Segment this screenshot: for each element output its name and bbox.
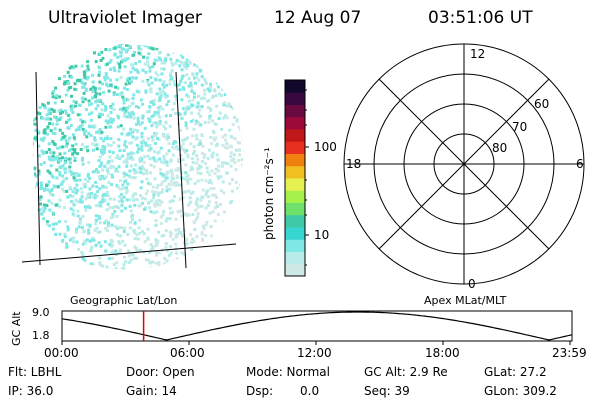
colorbar-segment bbox=[285, 190, 305, 203]
polar-diagonal bbox=[378, 78, 550, 250]
colorbar-segment bbox=[285, 165, 305, 179]
dsp-label: Dsp: bbox=[246, 384, 274, 398]
colorbar-tick-100: 100 bbox=[314, 140, 337, 154]
apex-polar-plot bbox=[343, 43, 585, 285]
glat-info: GLat: 27.2 bbox=[484, 365, 547, 379]
geo-grid-line bbox=[21, 243, 237, 263]
dsp-value: 0.0 bbox=[300, 384, 320, 398]
colorbar-segment bbox=[285, 251, 305, 265]
mlt-6-label: 6 bbox=[576, 157, 584, 171]
orbit-x-tick-label: 12:00 bbox=[297, 346, 332, 360]
mlat-70-label: 70 bbox=[512, 120, 528, 134]
colorbar-segment bbox=[285, 80, 305, 93]
colorbar-segment bbox=[285, 153, 305, 167]
door-info: Door: Open bbox=[126, 365, 195, 379]
filter-info: Flt: LBHL bbox=[8, 365, 62, 379]
colorbar-segment bbox=[285, 227, 305, 240]
colorbar-segment bbox=[285, 141, 305, 154]
gain-info: Gain: 14 bbox=[126, 384, 177, 398]
intensity-colorbar bbox=[285, 80, 305, 277]
colorbar-segment bbox=[285, 92, 305, 105]
mlt-12-label: 12 bbox=[470, 47, 486, 61]
orbit-y-label: GC Alt bbox=[10, 311, 23, 346]
colorbar-segment bbox=[285, 239, 305, 252]
orbit-x-tick-label: 18:00 bbox=[425, 346, 460, 360]
orbit-altitude-curve bbox=[61, 311, 573, 341]
date-label: 12 Aug 07 bbox=[274, 8, 362, 28]
mode-info: Mode: Normal bbox=[246, 365, 330, 379]
orbit-x-tick-label: 06:00 bbox=[170, 346, 205, 360]
colorbar-segment bbox=[285, 129, 305, 142]
orbit-x-tick-label: 00:00 bbox=[44, 346, 79, 360]
orbit-x-ticks bbox=[61, 341, 571, 345]
geo-grid-line bbox=[35, 71, 41, 266]
mlt-0-label: 0 bbox=[468, 277, 476, 291]
orbit-y-top: 9.0 bbox=[32, 306, 50, 319]
ip-info: IP: 36.0 bbox=[8, 384, 54, 398]
orbit-x-tick-label: 23:59 bbox=[552, 346, 587, 360]
colorbar-tick-10: 10 bbox=[314, 228, 330, 242]
colorbar-segment bbox=[285, 178, 305, 191]
mlat-60-label: 60 bbox=[534, 97, 550, 111]
mlt-18-label: 18 bbox=[346, 157, 362, 171]
colorbar-unit-label: photon cm⁻²s⁻¹ bbox=[262, 147, 276, 240]
geo-grid-line bbox=[175, 71, 187, 269]
orbit-plot-frame bbox=[61, 310, 573, 342]
seq-info: Seq: 39 bbox=[364, 384, 410, 398]
gc-alt-info: GC Alt: 2.9 Re bbox=[364, 365, 448, 379]
orbit-y-bottom: 1.8 bbox=[32, 329, 50, 342]
colorbar-segment bbox=[285, 202, 305, 216]
uv-image-disk bbox=[33, 44, 244, 270]
colorbar-segment bbox=[285, 116, 305, 130]
geographic-label: Geographic Lat/Lon bbox=[70, 294, 178, 307]
time-label: 03:51:06 UT bbox=[428, 8, 533, 28]
colorbar-segment bbox=[285, 214, 305, 228]
glon-info: GLon: 309.2 bbox=[484, 384, 557, 398]
instrument-title: Ultraviolet Imager bbox=[48, 8, 202, 28]
apex-label: Apex MLat/MLT bbox=[424, 294, 507, 307]
colorbar-segment bbox=[285, 104, 305, 118]
mlat-80-label: 80 bbox=[492, 141, 508, 155]
colorbar-segment bbox=[285, 263, 305, 277]
